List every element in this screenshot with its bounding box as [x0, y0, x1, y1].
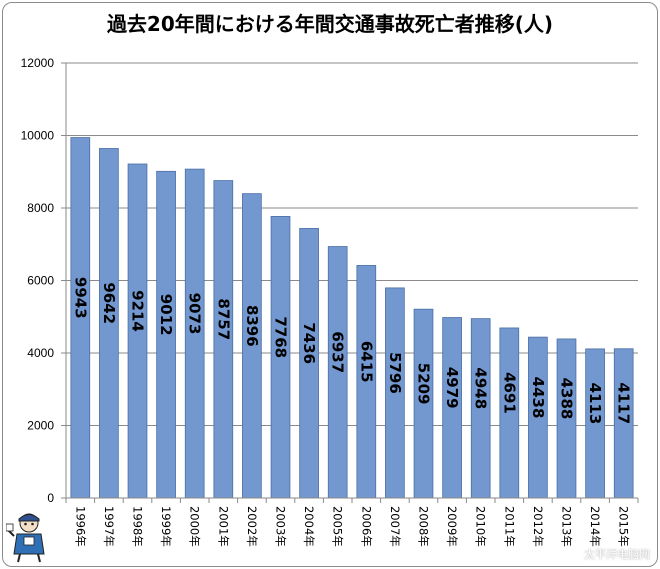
y-tick-label-2: 4000: [27, 346, 54, 360]
data-label-2007年: 5796: [386, 352, 404, 394]
x-tick-label-9: 2005年: [331, 506, 345, 547]
x-tick-label-3: 1999年: [159, 506, 173, 547]
x-tick-label-14: 2010年: [474, 506, 488, 547]
x-tick-label-11: 2007年: [388, 506, 402, 547]
x-tick-label-7: 2003年: [274, 506, 288, 547]
gridlines: [66, 62, 638, 426]
y-axis-ticks: 0 2000 4000 6000 8000 10000 12000: [21, 56, 66, 505]
data-label-2000年: 9073: [186, 293, 204, 335]
x-tick-label-4: 2000年: [188, 506, 202, 547]
mascot-icon: [6, 513, 45, 563]
x-tick-label-18: 2014年: [588, 506, 602, 547]
x-tick-label-2: 1998年: [131, 506, 145, 547]
chart-title: 過去20年間における年間交通事故死亡者推移(人): [106, 12, 554, 36]
data-label-1997年: 9642: [100, 282, 118, 324]
x-tick-label-1: 1997年: [102, 506, 116, 547]
x-tick-label-16: 2012年: [531, 506, 545, 547]
x-tick-label-10: 2006年: [359, 506, 373, 547]
data-label-1999年: 9012: [157, 294, 175, 336]
x-tick-label-6: 2002年: [245, 506, 259, 547]
watermark: 太平洋电脑网: [584, 548, 650, 561]
data-label-2004年: 7436: [300, 322, 318, 364]
y-tick-label-4: 8000: [27, 201, 54, 215]
data-label-2014年: 4113: [586, 383, 604, 425]
data-label-2013年: 4388: [558, 378, 576, 420]
data-label-2010年: 4948: [472, 367, 490, 409]
data-label-2005年: 6937: [329, 331, 347, 373]
data-label-2009年: 4979: [443, 367, 461, 409]
data-label-2012年: 4438: [529, 377, 547, 419]
data-label-1998年: 9214: [129, 290, 147, 332]
data-label-2002年: 8396: [243, 305, 261, 347]
x-tick-label-8: 2004年: [302, 506, 316, 547]
y-tick-label-6: 12000: [21, 56, 55, 70]
data-label-2008年: 5209: [415, 363, 433, 405]
x-tick-label-15: 2011年: [502, 506, 516, 547]
data-label-2003年: 7768: [272, 316, 290, 358]
x-tick-label-12: 2008年: [417, 506, 431, 547]
x-tick-label-17: 2013年: [560, 506, 574, 547]
data-label-2015年: 4117: [615, 383, 633, 425]
x-tick-label-0: 1996年: [73, 506, 87, 547]
y-tick-label-3: 6000: [27, 274, 54, 288]
x-tick-label-19: 2015年: [617, 506, 631, 547]
y-tick-label-1: 2000: [27, 419, 54, 433]
x-tick-label-13: 2009年: [445, 506, 459, 547]
data-label-2001年: 8757: [214, 298, 232, 340]
x-axis-labels: 1996年 1997年 1998年 1999年 2000年 2001年 2002年 2003年…: [65, 498, 639, 547]
data-label-2006年: 6415: [357, 341, 375, 383]
data-label-2011年: 4691: [500, 372, 518, 414]
y-tick-label-0: 0: [47, 491, 54, 505]
bars: 9943 9642 9214 9012 9073 8757 8396 7768 7436 6937…: [70, 137, 634, 499]
data-label-1996年: 9943: [71, 277, 89, 319]
y-tick-label-5: 10000: [21, 129, 55, 143]
x-tick-label-5: 2001年: [216, 506, 230, 547]
